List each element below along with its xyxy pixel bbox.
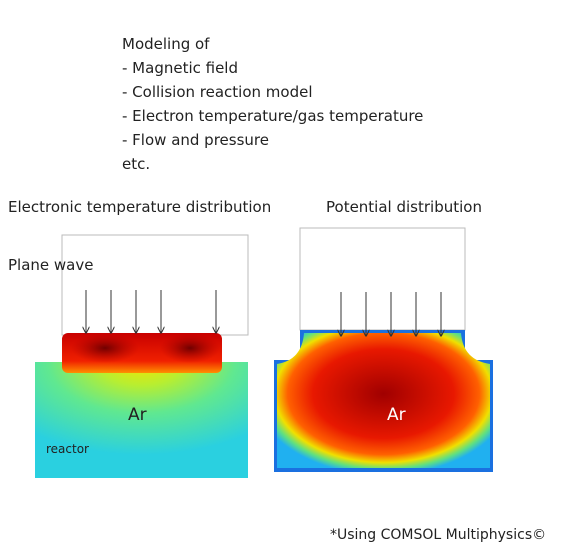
domain-box [299,227,466,331]
item: - Flow and pressure [122,131,269,149]
gas-label: Ar [128,405,147,425]
potential-field [277,333,490,468]
modeling-list: Modeling of - Magnetic field - Collision… [122,35,423,173]
footer: etc. [122,155,150,173]
right-figure: Ar [274,227,493,472]
region-label: reactor [46,442,89,456]
reactor-region [35,362,248,478]
wave-arrows [341,292,441,336]
gas-label: Ar [387,405,406,425]
left-figure: Plane wave Ar reactor [8,234,249,478]
credit: *Using COMSOL Multiphysics© [330,527,546,543]
domain-box [61,234,249,336]
figure-title: Electronic temperature distribution [8,198,271,216]
item: - Magnetic field [122,59,238,77]
heading: Modeling of [122,35,210,53]
wave-label: Plane wave [8,256,93,274]
hotspot [71,333,139,363]
item: - Electron temperature/gas temperature [122,107,423,125]
figure-title: Potential distribution [326,198,482,216]
item: - Collision reaction model [122,83,312,101]
wave-arrows [86,290,216,333]
hotspot [160,333,220,363]
